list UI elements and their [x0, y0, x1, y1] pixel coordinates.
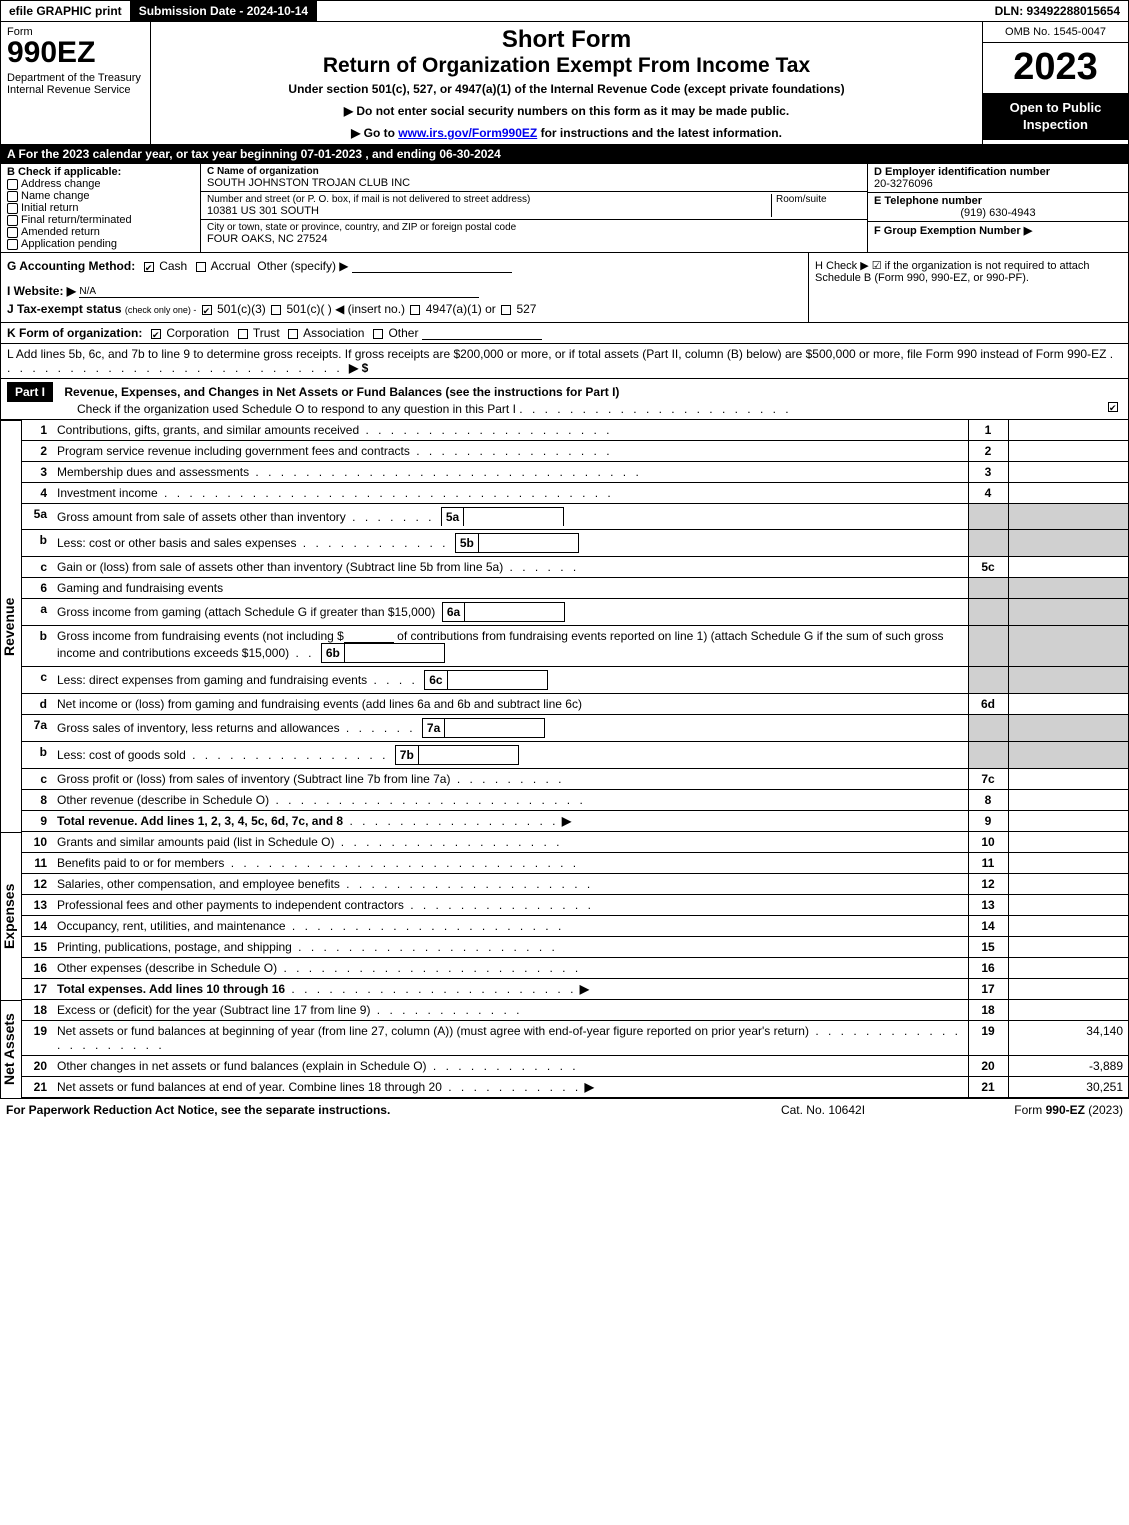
cb-trust[interactable] — [238, 329, 248, 339]
cat-no: Cat. No. 10642I — [723, 1103, 923, 1117]
revenue-table: 1Contributions, gifts, grants, and simil… — [22, 420, 1128, 831]
notice-goto: ▶ Go to www.irs.gov/Form990EZ for instru… — [159, 126, 974, 140]
dln: DLN: 93492288015654 — [987, 1, 1128, 21]
col-b: B Check if applicable: Address change Na… — [1, 164, 201, 252]
cb-address-change[interactable] — [7, 179, 18, 190]
cb-501c[interactable] — [271, 305, 281, 315]
telephone: (919) 630-4943 — [874, 207, 1122, 219]
expenses-section: Expenses 10Grants and similar amounts pa… — [0, 832, 1129, 1000]
omb-number: OMB No. 1545-0047 — [983, 22, 1128, 43]
notice-ssn: ▶ Do not enter social security numbers o… — [159, 104, 974, 118]
side-expenses: Expenses — [0, 832, 22, 1000]
cb-association[interactable] — [288, 329, 298, 339]
side-netassets: Net Assets — [0, 1000, 22, 1098]
cb-527[interactable] — [501, 305, 511, 315]
cb-4947[interactable] — [410, 305, 420, 315]
org-city: FOUR OAKS, NC 27524 — [207, 233, 861, 245]
line-l: L Add lines 5b, 6c, and 7b to line 9 to … — [0, 344, 1129, 379]
val-19: 34,140 — [1008, 1021, 1128, 1056]
line-a: A For the 2023 calendar year, or tax yea… — [0, 145, 1129, 164]
dept-treasury: Department of the Treasury Internal Reve… — [7, 72, 144, 96]
org-name: SOUTH JOHNSTON TROJAN CLUB INC — [207, 177, 861, 189]
cb-501c3[interactable] — [202, 305, 212, 315]
part1-header: Part I Revenue, Expenses, and Changes in… — [0, 379, 1129, 420]
line-k: K Form of organization: Corporation Trus… — [0, 323, 1129, 344]
val-21: 30,251 — [1008, 1077, 1128, 1098]
line-h: H Check ▶ ☑ if the organization is not r… — [808, 253, 1128, 322]
page-footer: For Paperwork Reduction Act Notice, see … — [0, 1098, 1129, 1121]
short-form-title: Short Form — [159, 26, 974, 54]
ein: 20-3276096 — [874, 178, 1122, 190]
row-gh: G Accounting Method: Cash Accrual Other … — [0, 253, 1129, 323]
tax-year: 2023 — [983, 43, 1128, 94]
cb-cash[interactable] — [144, 262, 154, 272]
open-public: Open to Public Inspection — [983, 94, 1128, 140]
submission-date: Submission Date - 2024-10-14 — [131, 1, 317, 21]
cb-accrual[interactable] — [196, 262, 206, 272]
side-revenue: Revenue — [0, 420, 22, 832]
top-bar: efile GRAPHIC print Submission Date - 20… — [0, 0, 1129, 22]
netassets-section: Net Assets 18Excess or (deficit) for the… — [0, 1000, 1129, 1098]
revenue-section: Revenue 1Contributions, gifts, grants, a… — [0, 420, 1129, 832]
val-20: -3,889 — [1008, 1056, 1128, 1077]
col-def: D Employer identification number 20-3276… — [868, 164, 1128, 252]
form-number: 990EZ — [7, 38, 144, 68]
cb-corporation[interactable] — [151, 329, 161, 339]
org-street: 10381 US 301 SOUTH — [207, 205, 771, 217]
return-title: Return of Organization Exempt From Incom… — [159, 54, 974, 78]
website: N/A — [79, 286, 96, 297]
subtitle: Under section 501(c), 527, or 4947(a)(1)… — [159, 82, 974, 96]
form-header: Form 990EZ Department of the Treasury In… — [0, 22, 1129, 145]
expenses-table: 10Grants and similar amounts paid (list … — [22, 832, 1128, 999]
efile-print[interactable]: efile GRAPHIC print — [1, 1, 131, 21]
form-footer: Form 990-EZ (2023) — [923, 1103, 1123, 1117]
cb-amended-return[interactable] — [7, 227, 18, 238]
irs-link[interactable]: www.irs.gov/Form990EZ — [398, 126, 537, 140]
cb-schedule-o[interactable] — [1108, 402, 1118, 412]
cb-name-change[interactable] — [7, 191, 18, 202]
block-bcdef: B Check if applicable: Address change Na… — [0, 164, 1129, 253]
cb-initial-return[interactable] — [7, 203, 18, 214]
paperwork-notice: For Paperwork Reduction Act Notice, see … — [6, 1103, 723, 1117]
cb-application-pending[interactable] — [7, 239, 18, 250]
cb-other-org[interactable] — [373, 329, 383, 339]
netassets-table: 18Excess or (deficit) for the year (Subt… — [22, 1000, 1128, 1097]
col-c: C Name of organization SOUTH JOHNSTON TR… — [201, 164, 868, 252]
cb-final-return[interactable] — [7, 215, 18, 226]
